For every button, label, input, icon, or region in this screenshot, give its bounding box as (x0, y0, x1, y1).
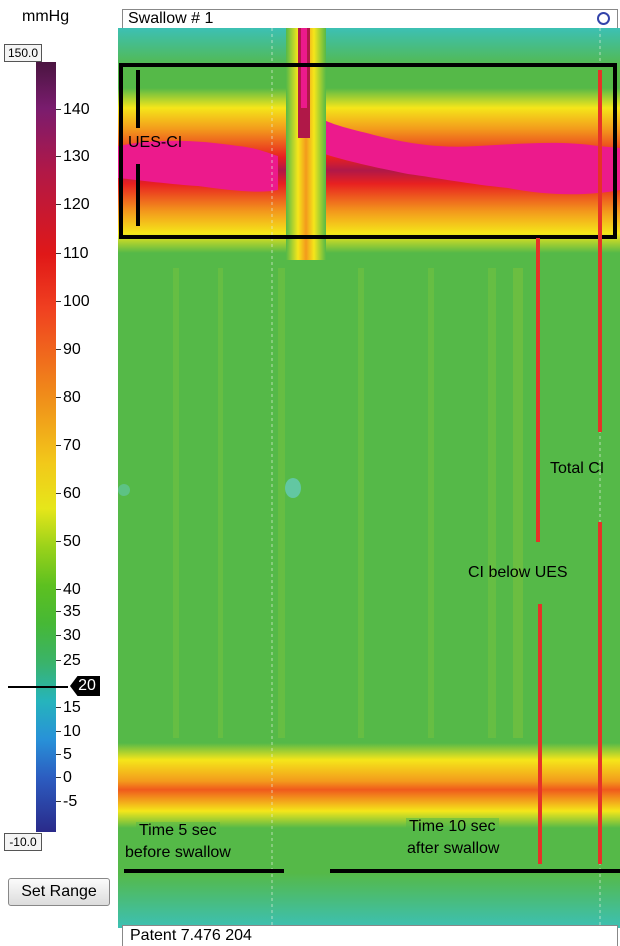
scale-tick: 25 (56, 652, 81, 670)
scale-tick: 90 (56, 341, 81, 359)
scale-tick: 120 (56, 196, 90, 214)
swallow-title: Swallow # 1 (128, 10, 214, 27)
scale-tick: 40 (56, 581, 81, 599)
scale-tick: 110 (56, 245, 89, 263)
set-range-button[interactable]: Set Range (8, 878, 110, 906)
pressure-colorbar (36, 62, 56, 832)
scale-tick: 100 (56, 293, 90, 311)
scale-max-field[interactable]: 150.0 (4, 44, 42, 62)
scale-min-field[interactable]: -10.0 (4, 833, 42, 851)
scale-tick: 50 (56, 533, 81, 551)
ues-peak-left (118, 140, 278, 192)
plot-bottom-fade (118, 873, 620, 928)
scale-tick: 70 (56, 437, 81, 455)
scale-tick: 15 (56, 699, 81, 717)
ci-below-ues-label: CI below UES (468, 564, 568, 581)
patient-label: Patent 7.476 204 (130, 927, 252, 944)
unit-label: mmHg (22, 8, 70, 25)
plot-footer-bar (122, 925, 618, 946)
vertical-stripes (173, 268, 523, 738)
lower-pressure-band (118, 743, 620, 828)
pressure-topography-svg (118, 28, 620, 928)
swallow-spike-peak (301, 28, 307, 108)
scale-tick: 140 (56, 101, 90, 119)
scale-tick: 60 (56, 485, 81, 503)
scale-tick: 0 (56, 769, 72, 787)
scale-tick: 80 (56, 389, 81, 407)
scale-tick: 5 (56, 746, 72, 764)
current-value-line (8, 686, 68, 688)
pressure-topography-plot[interactable]: UES-CI Total CI CI below UES Time 5 sec … (118, 28, 620, 928)
scale-tick: 35 (56, 603, 81, 621)
ues-peak-right (310, 108, 620, 195)
current-value-tag: 20 (70, 676, 100, 696)
scale-tick: 30 (56, 627, 81, 645)
ues-ci-box (119, 63, 617, 239)
pressure-blip (285, 478, 301, 498)
current-value-slider[interactable]: 20 (8, 676, 100, 696)
time-after-line2: after swallow (404, 840, 503, 858)
scale-tick: -5 (56, 793, 77, 811)
time-after-line1: Time 10 sec (406, 818, 499, 836)
total-ci-label: Total CI (550, 460, 605, 477)
pressure-blip (118, 484, 130, 496)
scale-tick: 10 (56, 723, 81, 741)
time-before-line1: Time 5 sec (136, 822, 220, 840)
plot-top-fade (118, 28, 620, 68)
time-before-line2: before swallow (122, 844, 234, 862)
ues-ci-label: UES-CI (128, 134, 183, 151)
options-circle-icon[interactable] (597, 12, 610, 25)
scale-tick: 130 (56, 148, 90, 166)
